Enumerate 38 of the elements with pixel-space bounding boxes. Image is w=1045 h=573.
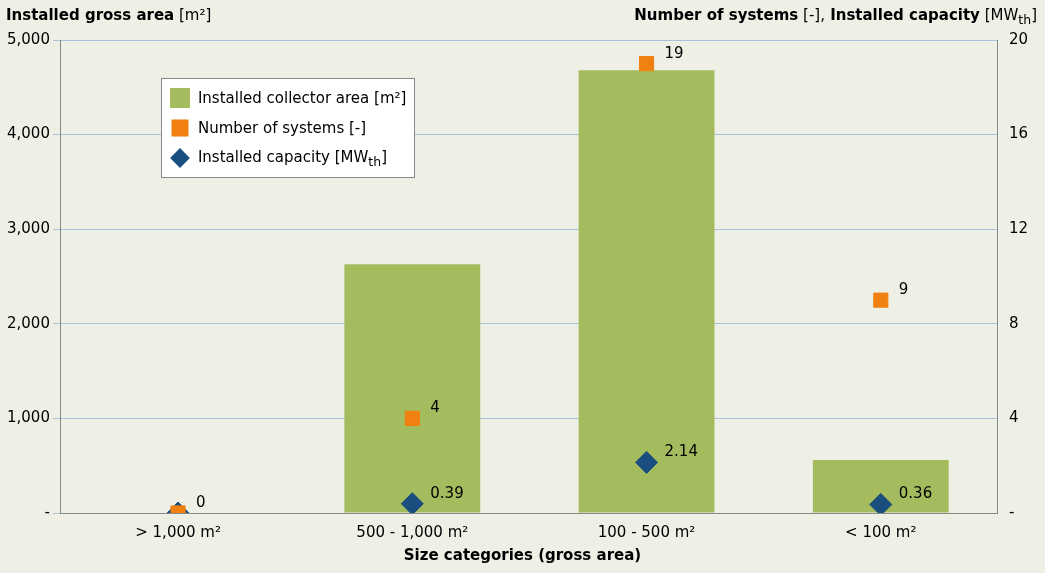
data-label: 19	[664, 43, 684, 62]
data-label: 0.39	[430, 483, 464, 502]
bar	[578, 70, 715, 513]
x-tick-label: 100 - 500 m²	[597, 522, 696, 541]
x-tick-label: 500 - 1,000 m²	[356, 522, 469, 541]
legend-label: Number of systems [-]	[197, 119, 367, 137]
data-label: 4	[430, 398, 440, 417]
y-tick-label: 1,000	[6, 408, 50, 427]
y2-tick-label: -	[1008, 502, 1015, 521]
x-tick-label: > 1,000 m²	[135, 522, 221, 541]
y2-tick-label: 20	[1008, 29, 1029, 48]
x-tick-label: < 100 m²	[845, 522, 917, 541]
data-label: 0	[196, 492, 206, 511]
y-tick-label: 3,000	[6, 219, 50, 238]
point	[873, 292, 889, 308]
y2-axis-title: Number of systems [-], Installed capacity [MW$_{th}$]	[634, 6, 1037, 27]
point	[638, 56, 655, 72]
point	[635, 450, 659, 474]
point	[400, 492, 424, 513]
y-axis-title: Installed gross area [m²]	[6, 6, 212, 24]
legend-label: Installed capacity [MW$_{th}$]	[197, 147, 388, 169]
y2-tick-label: 16	[1008, 124, 1029, 143]
bar	[344, 264, 481, 513]
data-label: 9	[898, 280, 909, 299]
y2-tick-label: 8	[1008, 313, 1019, 332]
data-label: 2.14	[664, 442, 698, 461]
y2-tick-label: 12	[1008, 219, 1029, 238]
y-tick-label: -	[44, 502, 50, 521]
point	[869, 492, 893, 513]
y-tick-label: 2,000	[6, 313, 50, 332]
y-tick-label: 4,000	[6, 124, 50, 143]
legend-label: Installed collector area [m²]	[197, 89, 407, 107]
data-label: 0.36	[898, 484, 933, 503]
point	[404, 410, 420, 426]
y2-tick-label: 4	[1008, 408, 1019, 427]
x-axis-title: Size categories (gross area)	[403, 546, 642, 564]
bar	[812, 460, 949, 513]
y-tick-label: 5,000	[6, 29, 50, 48]
